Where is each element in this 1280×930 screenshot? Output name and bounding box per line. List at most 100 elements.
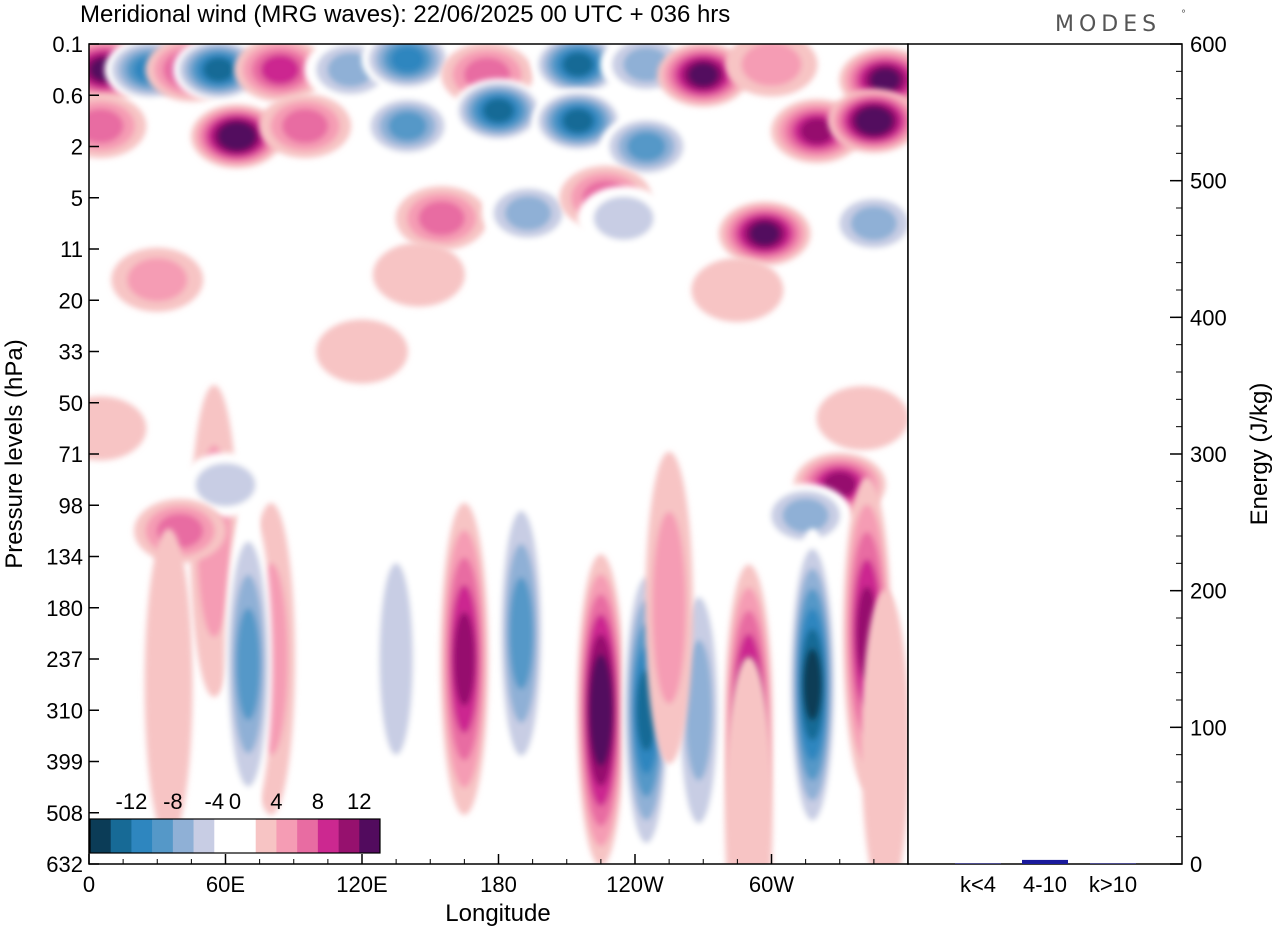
field-cell	[372, 503, 421, 815]
y-tick-label: 71	[59, 442, 83, 467]
energy-frame	[907, 43, 1183, 865]
y-tick-label: 632	[46, 852, 83, 877]
colorbar-swatch	[90, 819, 112, 853]
field-cell	[816, 386, 908, 451]
y-tick-label: 0.1	[52, 32, 83, 57]
brand-mark: °	[1181, 9, 1186, 20]
y-tick-label: 0.6	[52, 83, 83, 108]
field-cell	[482, 181, 575, 246]
field-cell	[259, 94, 352, 158]
field-cell	[576, 554, 625, 864]
field-cell	[179, 314, 272, 379]
energy-tick-label: 200	[1190, 579, 1227, 604]
field-cell	[234, 44, 327, 102]
energy-tick-label: 400	[1190, 305, 1227, 330]
field-cell	[190, 104, 283, 169]
colorbar: -12 -8 -4 0 4 8 12	[89, 789, 381, 854]
energy-category-label: k>10	[1089, 872, 1137, 897]
energy-tick-label: 0	[1190, 852, 1202, 877]
field-cell	[372, 242, 465, 307]
field-cell	[111, 247, 204, 312]
field-cell	[645, 451, 694, 764]
colorbar-swatch	[172, 819, 194, 853]
y-axis-title: Pressure levels (hPa)	[1, 339, 28, 568]
x-tick-label: 180	[480, 872, 517, 897]
field-cell	[788, 528, 837, 841]
field-cell	[532, 44, 625, 97]
energy-bar	[955, 863, 1001, 864]
y-tick-label: 134	[46, 545, 83, 570]
field-cell	[718, 201, 811, 266]
colorbar-label: 8	[312, 789, 324, 814]
x-tick-label: 60E	[206, 872, 245, 897]
energy-bar	[1090, 863, 1136, 864]
field-cell	[144, 528, 193, 841]
colorbar-label: 0	[229, 789, 241, 814]
y-tick-label: 180	[46, 596, 83, 621]
field-cell	[361, 94, 454, 158]
colorbar-swatch	[193, 819, 215, 853]
heatmap-field	[89, 44, 908, 864]
y-tick-label: 98	[59, 493, 83, 518]
energy-tick-label: 600	[1190, 32, 1227, 57]
energy-bar-chart: k<4 4-10 k>10 0 100 200 300 400 500 600 Energy (…	[907, 32, 1273, 897]
colorbar-swatch	[317, 819, 339, 853]
field-cell	[532, 88, 625, 153]
field-cell	[827, 191, 908, 256]
field-cell	[89, 396, 147, 461]
field-cell	[89, 94, 147, 158]
energy-tick-label: 300	[1190, 442, 1227, 467]
chart-title: Meridional wind (MRG waves): 22/06/2025 …	[80, 1, 730, 28]
colorbar-label: -12	[116, 789, 148, 814]
colorbar-swatch	[110, 819, 132, 853]
energy-axis: 0 100 200 300 400 500 600	[1170, 32, 1227, 877]
y-tick-label: 508	[46, 801, 83, 826]
y-tick-label: 50	[59, 391, 83, 416]
colorbar-swatch	[131, 819, 153, 853]
colorbar-swatch	[338, 819, 360, 853]
field-cell	[316, 319, 408, 384]
energy-category-label: 4-10	[1023, 872, 1067, 897]
energy-category-axis: k<4 4-10 k>10	[960, 872, 1137, 897]
colorbar-swatch	[235, 819, 257, 853]
field-cell	[497, 477, 546, 790]
field-cell	[771, 99, 863, 164]
energy-tick-label: 500	[1190, 169, 1227, 194]
field-cell	[600, 114, 693, 179]
field-cell	[724, 656, 773, 864]
field-cell	[691, 258, 784, 322]
energy-bars	[955, 859, 1136, 864]
x-tick-label: 0	[83, 872, 95, 897]
energy-axis-title: Energy (J/kg)	[1246, 383, 1273, 526]
field-cell	[759, 483, 852, 548]
field-cell	[577, 186, 670, 251]
field-cell	[725, 44, 818, 97]
energy-category-label: k<4	[960, 872, 996, 897]
field-cell	[179, 452, 272, 517]
y-tick-label: 5	[71, 186, 83, 211]
field-cell	[827, 88, 908, 153]
colorbar-label: -8	[163, 789, 183, 814]
x-axis-title: Longitude	[445, 900, 550, 927]
colorbar-swatch	[152, 819, 174, 853]
colorbar-labels: -12 -8 -4 0 4 8 12	[116, 789, 372, 814]
field-cell	[674, 554, 723, 864]
y-tick-label: 33	[59, 340, 83, 365]
field-cell	[395, 186, 488, 251]
y-tick-label: 2	[71, 135, 83, 160]
field-cell	[861, 590, 908, 864]
energy-bar	[1022, 859, 1068, 864]
y-tick-label: 237	[46, 647, 83, 672]
colorbar-label: 12	[347, 789, 371, 814]
colorbar-label: 4	[270, 789, 282, 814]
brand-logo: MODES	[1055, 12, 1161, 37]
colorbar-swatch	[297, 819, 319, 853]
field-cell	[440, 503, 489, 815]
x-tick-label: 60W	[749, 872, 794, 897]
field-cell	[361, 44, 454, 92]
colorbar-frame	[89, 818, 381, 854]
colorbar-swatch	[276, 819, 298, 853]
y-tick-label: 399	[46, 750, 83, 775]
colorbar-swatch	[214, 819, 236, 853]
